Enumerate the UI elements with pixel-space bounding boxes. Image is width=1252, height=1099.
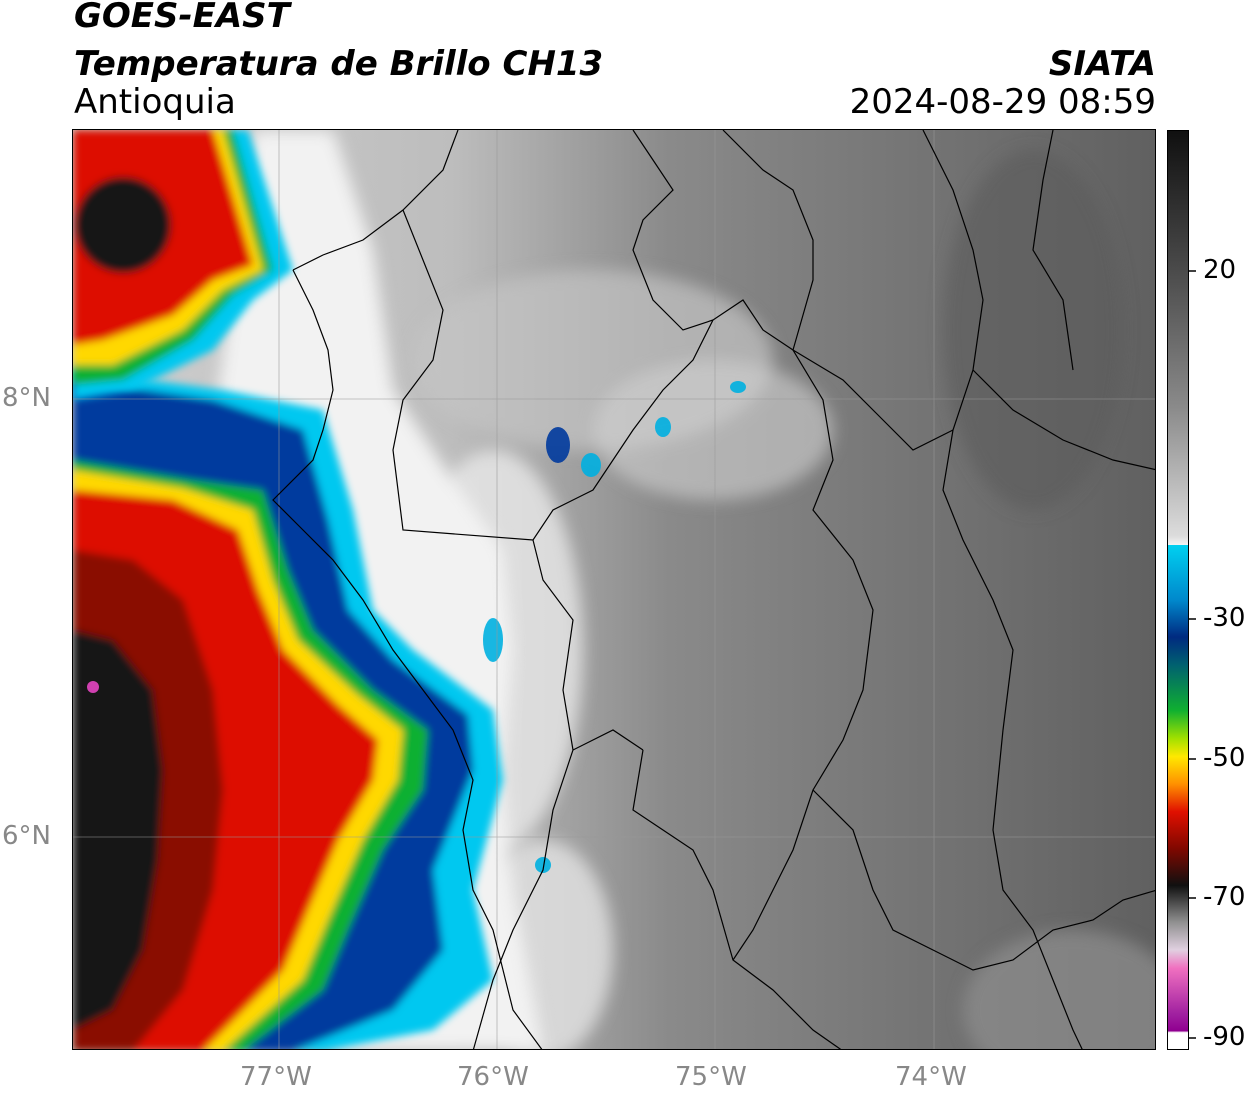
- product-title: Temperatura de Brillo CH13: [74, 44, 604, 84]
- cloud-texture: [403, 150, 1155, 1049]
- colorbar: [1167, 130, 1189, 1050]
- map-canvas: [73, 130, 1155, 1049]
- agency-label: SIATA: [1048, 44, 1156, 84]
- colorbar-ticks: [1188, 270, 1196, 1039]
- northwest-cell: [73, 130, 293, 400]
- lon-tick-label: 77°W: [240, 1062, 312, 1092]
- colorbar-tick-label: -70: [1203, 882, 1246, 912]
- region-label: Antioquia: [74, 82, 236, 122]
- lat-tick-label: 8°N: [2, 383, 51, 413]
- small-cells: [483, 381, 746, 873]
- lon-tick-label: 74°W: [895, 1062, 967, 1092]
- satellite-map[interactable]: [72, 129, 1156, 1050]
- boundaries: [272, 130, 1155, 1049]
- convective-system: [73, 370, 503, 1049]
- lat-tick-label: 6°N: [2, 821, 51, 851]
- colorbar-gradient: [1168, 131, 1188, 1049]
- lon-tick-label: 75°W: [675, 1062, 747, 1092]
- colorbar-tick-label: -50: [1203, 743, 1246, 773]
- datetime-label: 2024-08-29 08:59: [849, 82, 1156, 122]
- satellite-title: GOES-EAST: [74, 0, 290, 36]
- magenta-spot: [87, 681, 99, 693]
- colorbar-tick-label: -90: [1203, 1022, 1246, 1052]
- colorbar-tick-label: 20: [1203, 255, 1237, 285]
- lon-tick-label: 76°W: [457, 1062, 529, 1092]
- colorbar-tick-label: -30: [1203, 603, 1246, 633]
